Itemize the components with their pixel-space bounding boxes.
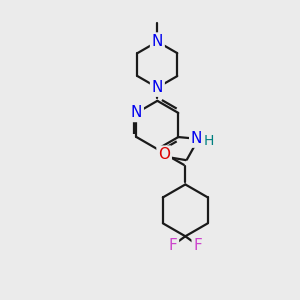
Text: N: N [152, 80, 163, 95]
Text: O: O [158, 147, 170, 162]
Text: F: F [193, 238, 202, 253]
Text: N: N [152, 34, 163, 49]
Text: H: H [204, 134, 214, 148]
Text: N: N [191, 131, 202, 146]
Text: F: F [169, 238, 177, 253]
Text: N: N [131, 105, 142, 120]
